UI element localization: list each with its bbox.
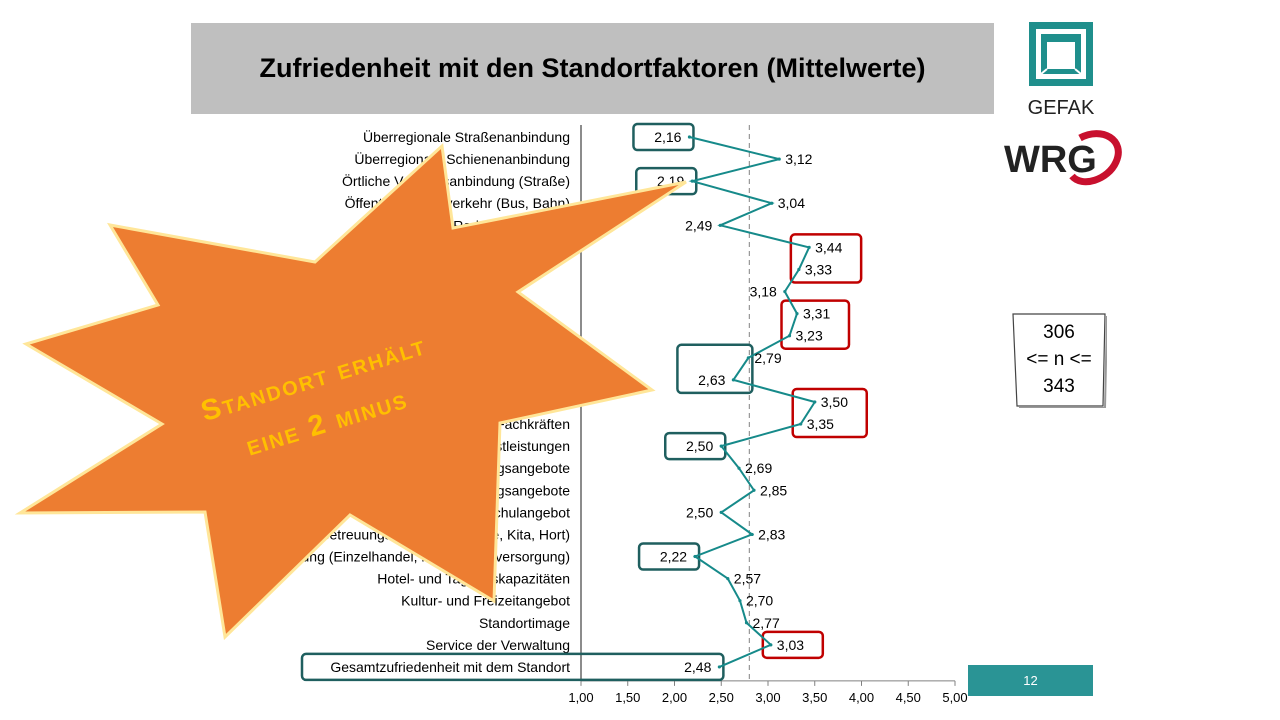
data-point	[807, 245, 811, 249]
value-label: 2,77	[752, 615, 779, 631]
x-tick-label: 2,50	[709, 690, 734, 705]
highlight-box-red	[789, 233, 863, 284]
value-label: 2,69	[745, 460, 772, 476]
category-label: Überregionale Straßenanbindung	[363, 128, 570, 145]
data-point	[738, 599, 742, 603]
value-label: 2,57	[734, 571, 761, 587]
value-label: 2,16	[654, 129, 681, 145]
category-label: Standortimage	[479, 615, 570, 631]
page-title: Zufriedenheit mit den Standortfaktoren (…	[259, 53, 926, 83]
data-point	[746, 356, 750, 360]
data-point	[783, 289, 787, 294]
value-label: 3,44	[815, 239, 842, 255]
value-label: 2,85	[760, 482, 787, 498]
data-point	[795, 312, 799, 316]
category-label: Schulangebot	[484, 504, 570, 520]
data-point	[690, 179, 694, 183]
sample-size-min: 306	[1043, 322, 1075, 343]
x-tick-label: 2,00	[662, 690, 687, 705]
data-point	[769, 643, 773, 647]
data-point	[813, 400, 817, 404]
highlight-box-red	[791, 387, 868, 439]
value-label: 2,50	[686, 438, 713, 454]
value-label: 2,63	[698, 372, 725, 388]
highlight-box-green	[300, 652, 725, 682]
sample-size-max: 343	[1043, 376, 1075, 397]
highlight-box-green	[676, 343, 754, 395]
value-label: 3,23	[796, 328, 823, 344]
highlight-box-green	[664, 431, 727, 461]
value-label: 3,33	[805, 261, 832, 277]
value-label: 3,12	[785, 151, 812, 167]
data-point	[777, 157, 781, 161]
data-point	[799, 422, 803, 426]
data-point	[718, 223, 722, 227]
data-point	[752, 488, 756, 492]
x-tick-label: 1,00	[568, 690, 593, 705]
value-label: 2,48	[684, 659, 711, 675]
data-point	[787, 334, 792, 338]
value-label: 3,04	[778, 195, 805, 211]
value-label: 2,79	[754, 350, 781, 366]
category-label: Überregionale Schienenanbindung	[354, 150, 570, 167]
highlight-box-green	[637, 542, 701, 571]
x-tick-label: 4,50	[896, 690, 921, 705]
data-point	[737, 466, 741, 470]
data-point	[797, 267, 801, 272]
data-point	[693, 554, 697, 559]
data-point	[750, 532, 754, 537]
page-number-box: 12	[968, 665, 1093, 696]
highlight-box-red	[761, 630, 825, 660]
gefak-logo: GEFAK	[1028, 22, 1095, 118]
wrg-logo: WRG	[1004, 130, 1122, 186]
value-label: 3,50	[821, 394, 848, 410]
value-label: 2,70	[746, 593, 773, 609]
x-tick-label: 4,00	[849, 690, 874, 705]
value-label: 2,22	[660, 549, 687, 565]
x-tick-label: 5,00	[942, 690, 967, 705]
value-label: 3,03	[777, 637, 804, 653]
category-label: Kultur- und Freizeitangebot	[401, 593, 570, 609]
value-label: 3,31	[803, 306, 830, 322]
value-label: 3,18	[750, 284, 777, 300]
data-point	[719, 444, 723, 448]
category-label: Service der Verwaltung	[426, 637, 570, 653]
data-point	[744, 621, 749, 625]
value-label: 2,50	[686, 504, 713, 520]
value-label: 3,35	[807, 416, 834, 432]
category-label: Gesamtzufriedenheit mit dem Standort	[330, 659, 570, 675]
data-point	[719, 510, 723, 514]
x-tick-label: 3,50	[802, 690, 827, 705]
gefak-logo-text: GEFAK	[1028, 97, 1095, 118]
sample-size-range: <= n <=	[1026, 349, 1092, 370]
title-bar: Zufriedenheit mit den Standortfaktoren (…	[191, 23, 994, 114]
page-number: 12	[1023, 673, 1038, 688]
sample-size-box: 306 <= n <= 343	[1012, 313, 1107, 408]
data-point	[717, 665, 721, 669]
value-label: 2,83	[758, 526, 785, 542]
wrg-logo-text: WRG	[1004, 139, 1097, 181]
starburst-shape	[14, 142, 687, 641]
value-label: 2,49	[685, 217, 712, 233]
highlight-box-red	[780, 299, 851, 350]
x-tick-label: 1,50	[615, 690, 640, 705]
data-point	[770, 201, 774, 205]
x-tick-label: 3,00	[755, 690, 780, 705]
data-point	[687, 135, 692, 139]
data-point	[731, 378, 736, 382]
data-point	[726, 577, 730, 581]
